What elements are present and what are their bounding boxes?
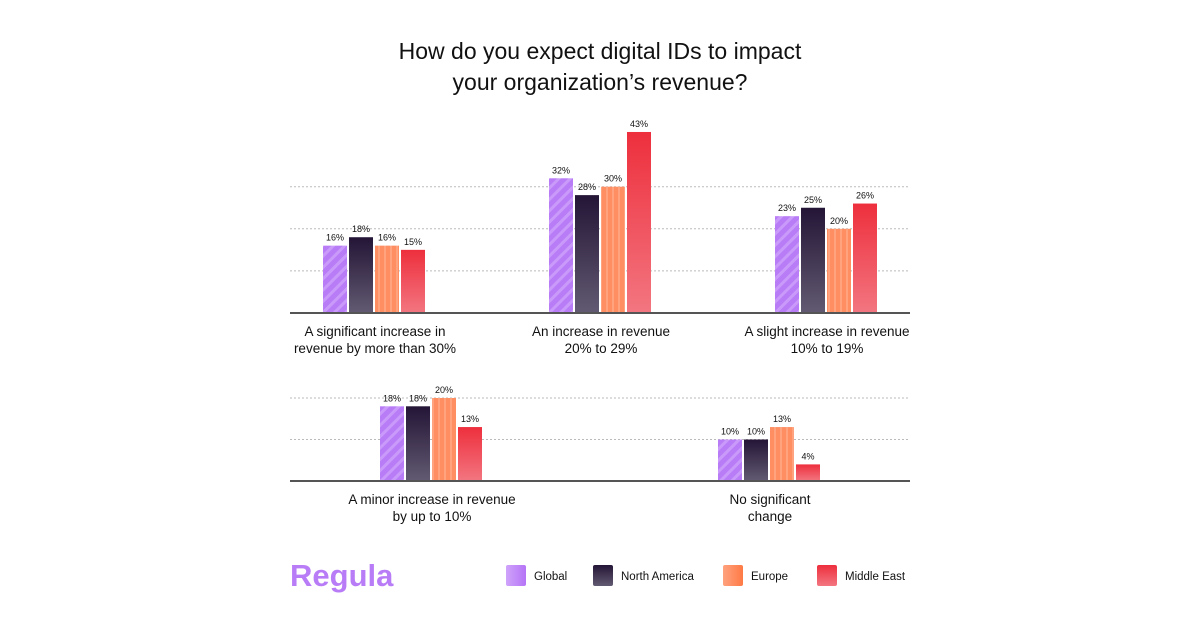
data-label: 32% [552, 165, 570, 175]
category-label: 20% to 29% [565, 341, 638, 356]
regula-logo: Regula [290, 558, 394, 593]
data-label: 10% [721, 427, 739, 437]
bar-europe [827, 228, 851, 313]
data-label: 25% [804, 195, 822, 205]
data-label: 30% [604, 174, 622, 184]
title-line-2: your organization’s revenue? [452, 69, 748, 95]
legend-swatch [723, 565, 743, 586]
bar-global [718, 439, 742, 481]
bar-middle-east [401, 249, 425, 313]
bar-global [323, 245, 347, 313]
legend-label: Europe [751, 571, 788, 583]
bar-middle-east [796, 464, 820, 481]
data-label: 18% [383, 393, 401, 403]
data-label: 20% [830, 216, 848, 226]
category-label: A significant increase in [304, 324, 445, 339]
category-label: 10% to 19% [791, 341, 864, 356]
category-label: revenue by more than 30% [294, 341, 456, 356]
bar-europe [770, 427, 794, 481]
chart-title: How do you expect digital IDs to impact … [0, 36, 1200, 98]
data-label: 28% [578, 182, 596, 192]
category-label: An increase in revenue [532, 324, 670, 339]
data-label: 16% [378, 233, 396, 243]
bar-middle-east [853, 203, 877, 313]
legend-label: Middle East [845, 571, 906, 583]
data-label: 10% [747, 427, 765, 437]
data-label: 16% [326, 233, 344, 243]
bar-global [380, 406, 404, 481]
bar-middle-east [458, 427, 482, 481]
legend-label: North America [621, 571, 694, 583]
data-label: 43% [630, 119, 648, 129]
data-label: 4% [801, 451, 814, 461]
bar-north-america [801, 207, 825, 313]
category-label: A slight increase in revenue [744, 324, 909, 339]
data-label: 13% [773, 414, 791, 424]
data-label: 13% [461, 414, 479, 424]
bar-global [775, 216, 799, 313]
data-label: 15% [404, 237, 422, 247]
legend-swatch [506, 565, 526, 586]
legend-swatch [593, 565, 613, 586]
bar-europe [432, 398, 456, 481]
data-label: 23% [778, 203, 796, 213]
legend-label: Global [534, 571, 567, 583]
title-line-1: How do you expect digital IDs to impact [398, 38, 802, 64]
legend-swatch [817, 565, 837, 586]
category-label: by up to 10% [393, 509, 472, 524]
bar-global [549, 178, 573, 313]
bar-europe [375, 245, 399, 313]
category-label: A minor increase in revenue [348, 492, 515, 507]
bar-north-america [744, 439, 768, 481]
data-label: 20% [435, 385, 453, 395]
data-label: 26% [856, 191, 874, 201]
category-label: change [748, 509, 792, 524]
bar-north-america [575, 195, 599, 313]
category-label: No significant [729, 492, 810, 507]
bar-north-america [406, 406, 430, 481]
data-label: 18% [352, 224, 370, 234]
bar-europe [601, 186, 625, 313]
bar-north-america [349, 237, 373, 313]
data-label: 18% [409, 393, 427, 403]
bar-middle-east [627, 131, 651, 313]
